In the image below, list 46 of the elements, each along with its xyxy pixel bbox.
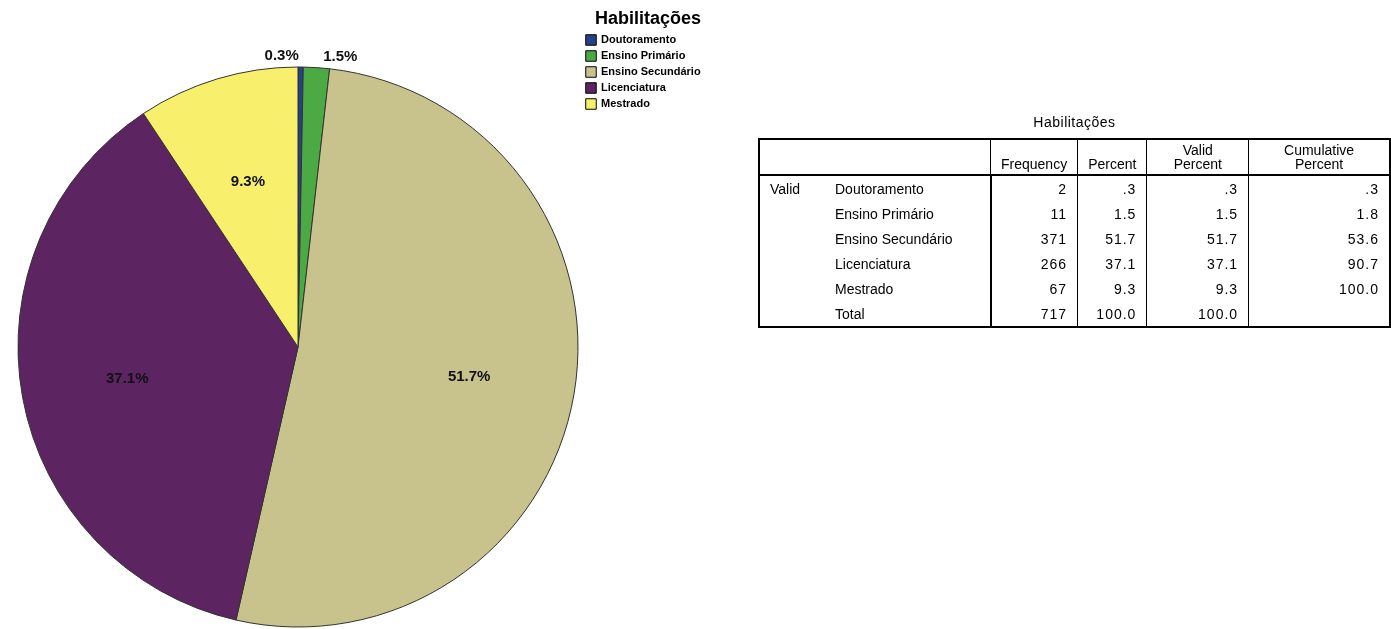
text: 100.0 (1077, 301, 1147, 327)
text: .3 (1077, 175, 1147, 201)
text: 2 (990, 175, 1078, 201)
text: 53.6 (1248, 226, 1390, 251)
text: Total (834, 304, 866, 324)
text: 1.5 (1077, 201, 1147, 226)
text: Valid Percent (1146, 139, 1249, 175)
text: Habilitações (1032, 114, 1117, 130)
text: 717 (990, 301, 1078, 327)
text: 266 (990, 251, 1078, 276)
legend-label: Ensino Primário (601, 49, 686, 61)
text: 9.3 (1146, 276, 1249, 301)
data-label: 9.3% (230, 171, 266, 189)
text: 100.0 (1146, 301, 1249, 327)
text: .3 (1146, 175, 1249, 201)
text: Ensino Primário (834, 204, 935, 224)
text: Valid (769, 179, 802, 199)
text: 37.1 (1077, 251, 1147, 276)
text: 9.3 (1077, 276, 1147, 301)
text: 37.1 (1146, 251, 1249, 276)
text: 371 (990, 226, 1078, 251)
legend-label: Licenciatura (601, 81, 667, 93)
legend-label: Mestrado (601, 97, 651, 109)
text: 1.5 (1146, 201, 1249, 226)
text: Ensino Secundário (834, 229, 954, 249)
text: 67 (990, 276, 1078, 301)
data-label: 0.3% (264, 46, 299, 64)
legend-label: Ensino Secundário (601, 65, 701, 77)
text: Frequency (990, 139, 1078, 175)
legend-title: Habilitações (594, 8, 701, 28)
text: 11 (990, 201, 1078, 226)
text: Mestrado (834, 279, 895, 299)
text: Licenciatura (834, 254, 912, 274)
text: 1.8 (1248, 201, 1390, 226)
text: Doutoramento (834, 179, 925, 199)
data-label: 51.7% (447, 367, 491, 385)
text: 100.0 (1248, 276, 1390, 301)
data-label: 1.5% (323, 46, 358, 64)
text: .3 (1248, 175, 1390, 201)
text: 51.7 (1077, 226, 1147, 251)
text: Percent (1077, 139, 1147, 175)
legend-label: Doutoramento (601, 33, 677, 45)
text: Cumulative Percent (1248, 139, 1390, 175)
text: 51.7 (1146, 226, 1249, 251)
text: 90.7 (1248, 251, 1390, 276)
data-label: 37.1% (105, 369, 149, 387)
